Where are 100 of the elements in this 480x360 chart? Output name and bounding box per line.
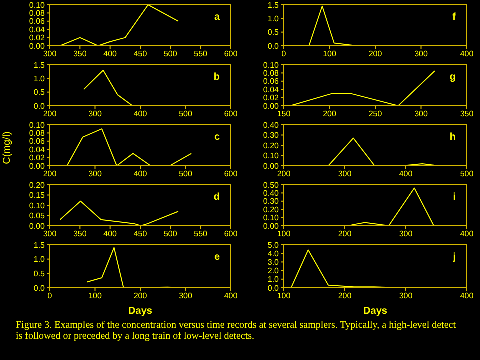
y-tick-label: 0.04: [29, 25, 46, 34]
y-tick-label: 0.15: [29, 191, 46, 200]
y-tick-label: 0.08: [29, 129, 46, 138]
y-tick-label: 0.08: [29, 9, 46, 18]
y-tick-label: 3.0: [268, 258, 280, 268]
x-tick-label: 300: [88, 170, 102, 179]
annotation: b: [214, 72, 220, 83]
caption: Figure 3. Examples of the concentration versus time records at several samplers. Typically, a high-level detect is followed or preceded by a long train of low-level detects.: [15, 319, 457, 342]
x-tick-label: 300: [399, 230, 414, 239]
x-tick-label: 600: [224, 110, 238, 119]
x-tick-label: 300: [399, 292, 414, 301]
y-tick-label: 0.20: [263, 141, 280, 150]
line-series: [351, 188, 435, 226]
x-tick-label: 450: [134, 50, 148, 59]
y-tick-label: 0.10: [263, 60, 280, 70]
x-tick-label: 200: [368, 50, 383, 59]
y-tick-label: 1.0: [268, 14, 280, 24]
y-axis-title: C(mg/l): [2, 132, 14, 164]
y-tick-label: 0.00: [263, 222, 280, 231]
y-tick-label: 0.40: [263, 189, 280, 198]
y-tick-label: 0.0: [268, 284, 280, 293]
x-tick-label: 600: [224, 170, 238, 179]
x-tick-label: 150: [277, 110, 292, 119]
x-tick-label: 500: [164, 50, 178, 59]
y-tick-label: 0.02: [29, 34, 46, 43]
x-tick-label: 600: [224, 230, 238, 239]
annotation: g: [450, 72, 456, 83]
line-series: [60, 5, 180, 46]
y-tick-label: 0.08: [263, 69, 280, 78]
x-tick-label: 200: [43, 110, 58, 119]
y-tick-label: 0.0: [34, 102, 46, 111]
y-tick-label: 0.40: [263, 120, 280, 130]
y-tick-label: 0.00: [263, 102, 280, 111]
y-tick-label: 0.10: [29, 120, 46, 130]
y-tick-label: 1.0: [34, 74, 46, 84]
annotation: e: [214, 252, 220, 263]
y-tick-label: 0.5: [34, 88, 46, 98]
x-tick-label: 350: [73, 50, 88, 59]
annotation: a: [214, 12, 220, 23]
x-tick-label: 100: [277, 230, 292, 239]
line-series: [60, 200, 180, 226]
y-tick-label: 0.06: [29, 137, 46, 146]
x-tick-label: 100: [277, 292, 292, 301]
x-tick-label: 200: [134, 292, 148, 301]
x-tick-label: 200: [323, 110, 337, 119]
y-tick-label: 0.00: [29, 42, 46, 51]
y-tick-label: 0.00: [263, 162, 280, 171]
y-tick-label: 0.05: [29, 212, 46, 221]
annotation: f: [452, 12, 456, 23]
x-tick-label: 400: [134, 110, 148, 119]
x-tick-label: 300: [414, 110, 428, 119]
y-tick-label: 1.5: [268, 0, 280, 10]
annotation: d: [214, 192, 220, 203]
x-tick-label: 600: [224, 50, 238, 59]
x-tick-label: 500: [179, 170, 193, 179]
x-tick-label: 300: [88, 110, 102, 119]
x-tick-label: 100: [88, 292, 102, 301]
x-tick-label: 350: [73, 230, 88, 239]
line-series: [66, 128, 192, 166]
x-tick-label: 300: [43, 50, 58, 59]
annotation: j: [453, 252, 456, 263]
x-tick-label: 300: [338, 170, 352, 179]
y-tick-label: 0.0: [34, 284, 46, 293]
annotation: i: [453, 192, 456, 203]
y-tick-label: 1.5: [34, 60, 46, 70]
y-tick-label: 0.02: [29, 154, 46, 163]
y-tick-label: 5.0: [268, 240, 280, 250]
y-tick-label: 0.30: [263, 197, 280, 206]
y-tick-label: 0.10: [263, 214, 280, 223]
x-tick-label: 500: [179, 110, 193, 119]
y-tick-label: 0.50: [263, 180, 280, 190]
y-tick-label: 0.20: [29, 180, 46, 190]
x-tick-label: 250: [368, 110, 383, 119]
y-tick-label: 0.04: [29, 145, 46, 154]
y-tick-label: 1.0: [34, 255, 46, 264]
x-axis-title: Days: [128, 306, 153, 317]
x-tick-label: 400: [134, 170, 148, 179]
x-tick-label: 400: [104, 230, 118, 239]
x-tick-label: 550: [194, 230, 208, 239]
x-tick-label: 350: [460, 110, 474, 119]
y-tick-label: 0.04: [263, 85, 280, 94]
x-tick-label: 200: [277, 170, 292, 179]
y-tick-label: 0.5: [34, 270, 46, 279]
x-tick-label: 550: [194, 50, 208, 59]
x-tick-label: 400: [460, 292, 474, 301]
x-tick-label: 500: [460, 170, 474, 179]
y-tick-label: 0.02: [263, 94, 280, 103]
x-tick-label: 100: [323, 50, 337, 59]
y-tick-label: 0.20: [263, 205, 280, 214]
y-tick-label: 0.00: [29, 222, 46, 231]
y-tick-label: 0.06: [263, 77, 280, 86]
y-tick-label: 0.00: [29, 162, 46, 171]
y-tick-label: 0.06: [29, 17, 46, 26]
x-tick-label: 200: [43, 170, 58, 179]
y-tick-label: 2.0: [268, 266, 280, 276]
x-tick-label: 450: [134, 230, 148, 239]
x-tick-label: 200: [338, 230, 352, 239]
x-tick-label: 200: [338, 292, 352, 301]
x-tick-label: 300: [43, 230, 58, 239]
x-tick-label: 400: [224, 292, 238, 301]
